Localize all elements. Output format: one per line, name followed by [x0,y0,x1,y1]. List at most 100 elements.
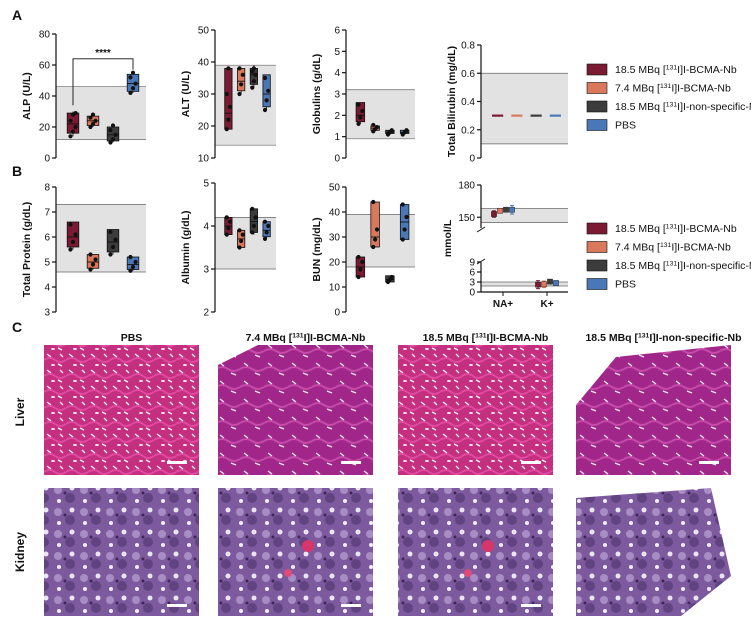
data-point [400,237,405,242]
data-point [239,238,244,244]
box-body [66,221,80,248]
box-bcma_7_4 [237,66,246,97]
mean-marker [535,281,541,288]
data-point [356,274,361,280]
y-tick-label: 30 [329,233,341,244]
data-point [250,69,255,74]
box-pbs [399,128,410,137]
data-point [128,90,133,95]
y-tick-label: 50 [329,183,341,194]
box-nonspecific [106,123,120,145]
data-point [374,227,380,232]
data-point [88,115,93,120]
x-tick-label: NA+ [493,299,513,310]
data-point [70,129,76,134]
data-point [360,259,365,265]
tissue-section [44,345,199,475]
box-nonspecific [385,128,395,137]
data-point [253,215,258,220]
y-axis-label: Globulins (g/dL) [311,54,323,134]
data-point [250,206,255,211]
data-point [227,104,233,109]
data-point [73,110,78,116]
box-body [126,256,140,270]
box-body [86,254,100,269]
data-point [90,262,96,267]
data-point [88,124,93,130]
y-axis-label: ALT (U/L) [180,71,192,117]
box-pbs [262,74,271,113]
box-body [106,229,120,253]
box-pbs [262,219,271,241]
y-tick-label: 30 [198,90,210,101]
data-point [262,236,268,241]
mean-marker [541,281,547,288]
data-point [227,219,233,224]
legend-swatch-bcma_7_4 [586,82,608,94]
y-axis-label: Total Bilirubin (mg/dL) [446,46,458,157]
data-point [226,226,231,231]
data-point [240,72,245,77]
scale-bar [521,604,541,607]
y-tick-label: 0 [469,154,475,165]
y-tick-label: 6 [44,233,50,244]
panel-letter-c: C [12,319,22,335]
y-tick-label: 50 [198,26,210,37]
data-point [239,82,244,87]
data-point [128,75,133,80]
box-bcma_18_5 [224,215,233,237]
box-bcma_7_4 [370,122,380,134]
y-tick-label: 20 [198,122,210,133]
histology-column-title: PBS [121,332,143,344]
y-axis-label: BUN (mg/dL) [311,217,323,281]
y-tick-label: 20 [329,258,341,269]
data-point [360,108,365,114]
data-point [373,237,378,242]
chart-glob: 0 1 2 3 4 5 6 Globulins (g/dL) [311,26,415,165]
y-tick-label: 0.6 [461,69,475,80]
axis-break-marks [476,226,486,265]
scale-bar [521,461,541,464]
data-point [237,245,242,250]
data-point [358,115,363,120]
y-tick-label: 40 [39,92,51,103]
scale-bar [341,461,361,464]
scale-bar [699,461,719,464]
y-tick-label: 0 [44,154,50,165]
chart-alt: 10 20 30 40 50 ALT (U/L) [180,26,276,165]
scale-bar [167,604,187,607]
data-point [371,122,376,128]
data-point [93,257,98,262]
kidney-micrograph [44,488,199,616]
y-tick-label: 150 [458,213,475,224]
box-bcma_18_5 [355,254,366,280]
chart-bun: 0 10 20 30 40 50 BUN (mg/dL) [311,183,415,319]
y-tick-label: 5 [203,179,209,190]
y-tick-label: 8 [44,183,50,194]
y-tick-label: 3 [44,308,50,319]
data-point [73,124,78,130]
data-point [226,117,231,122]
y-tick-label: 0 [469,288,475,299]
data-point [237,91,242,97]
kidney-micrograph [576,488,731,616]
data-point [130,264,136,270]
y-tick-label: 10 [329,283,341,294]
data-point [371,244,376,250]
data-point [358,267,363,272]
data-point [68,134,73,139]
chart-alb: 2 3 4 5 Albumin (g/dL) [180,179,276,319]
data-point [90,121,96,126]
histology-column-title: 18.5 MBq [131I]I-BCMA-Nb [423,332,549,344]
data-point [110,123,116,128]
box-nonspecific [385,274,395,285]
data-point [400,202,405,207]
panel-letter-b: B [12,163,22,179]
red-blood-cell-cluster [284,569,292,577]
box-bcma_18_5 [66,110,80,139]
y-tick-label: 0 [334,154,340,165]
data-point [68,247,73,252]
data-point [108,229,113,235]
